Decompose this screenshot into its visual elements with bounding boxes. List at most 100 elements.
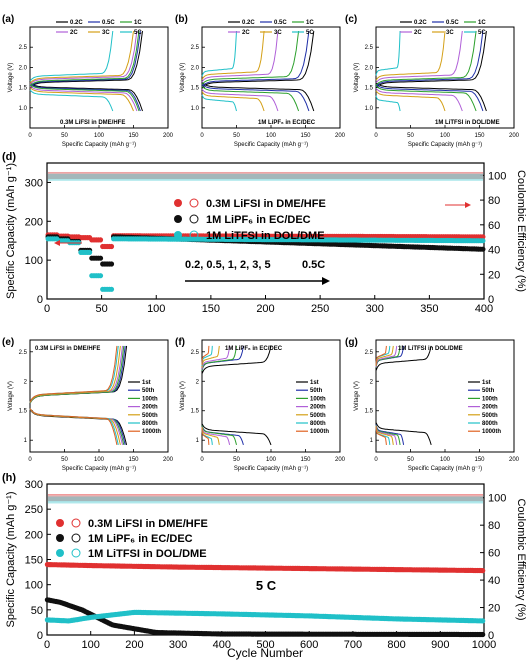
series-line-charge — [29, 30, 143, 88]
legend-marker-ce — [71, 548, 81, 558]
legend-label: 800th — [142, 421, 158, 427]
legend-label: 2C — [414, 30, 422, 36]
series-line-charge — [375, 345, 394, 366]
y2-tick-label: 60 — [488, 548, 500, 560]
x-tick-label: 0 — [44, 303, 50, 315]
series-line-discharge — [201, 83, 310, 112]
legend-label: 500th — [482, 413, 498, 419]
series-1 — [44, 597, 486, 638]
series-line-discharge — [201, 94, 237, 112]
series-line-charge — [375, 30, 487, 88]
x-tick-label: 300 — [169, 639, 187, 651]
y2-axis-label: Coulombic Efficiency (%) — [515, 498, 527, 620]
y-tick-label: 250 — [25, 504, 43, 516]
series-line-discharge — [375, 85, 477, 112]
panel-label: (g) — [345, 337, 358, 348]
rate-arrowhead — [322, 277, 330, 285]
legend-label: 1M LiTFSI in DOL/DME — [88, 548, 207, 560]
data-point — [480, 568, 486, 574]
x-tick-label: 100 — [266, 133, 277, 139]
legend-marker-ce — [71, 533, 81, 543]
series-line-discharge — [29, 83, 140, 112]
y2-axis-label: Coulombic Efficiency (%) — [515, 170, 527, 292]
y2-tick-label: 40 — [488, 575, 500, 587]
y-tick-label: 1 — [196, 438, 200, 444]
y-tick-label: 0 — [37, 294, 43, 306]
series-line-charge — [201, 30, 315, 88]
x-tick-label: 150 — [474, 457, 485, 463]
ce-band — [48, 173, 483, 181]
legend-label: 0.3M LiFSI in DME/HFE — [206, 198, 326, 210]
data-point — [87, 249, 93, 255]
series-line-charge — [29, 30, 141, 88]
y2-tick-label: 80 — [488, 195, 500, 207]
y-axis-label: Specific Capacity (mAh g⁻¹) — [5, 491, 17, 627]
legend-label: 1000th — [482, 429, 501, 435]
ce-band — [48, 495, 483, 503]
series-line-charge — [201, 345, 213, 366]
legend-label: 3C — [102, 30, 110, 36]
axis-pointer-left-head — [54, 240, 60, 246]
y-tick-label: 2.0 — [191, 65, 200, 71]
x-tick-label: 900 — [431, 639, 449, 651]
y2-tick-label: 40 — [488, 245, 500, 257]
series-line-discharge — [29, 85, 138, 112]
series-line-charge — [29, 30, 138, 85]
legend-label: 1000th — [142, 429, 161, 435]
ce-band — [48, 171, 483, 179]
series-line-discharge — [201, 427, 220, 445]
y-axis-label: Voltage (V) — [8, 63, 14, 93]
legend-marker-ce — [189, 198, 199, 208]
series-line-charge — [375, 30, 446, 81]
legend-label: 0.3M LiFSI in DME/HFE — [88, 518, 208, 530]
series-line-charge — [375, 345, 432, 371]
y2-tick-label: 100 — [488, 493, 506, 505]
series-line-charge — [375, 30, 477, 86]
panel-label: (e) — [2, 337, 14, 348]
y-tick-label: 1.5 — [19, 86, 28, 92]
y-tick-label: 2.5 — [365, 350, 374, 356]
x-tick-label: 50 — [233, 133, 240, 139]
legend-label: 0.2C — [414, 20, 427, 26]
x-tick-label: 300 — [366, 303, 384, 315]
legend-marker — [56, 519, 64, 527]
legend-marker — [174, 199, 182, 207]
legend-marker — [174, 215, 182, 223]
series-line-discharge — [201, 426, 231, 446]
legend-label: 1M LiPF₆ in EC/DEC — [206, 214, 311, 226]
x-tick-label: 0 — [200, 133, 204, 139]
legend-label: 1000th — [310, 429, 329, 435]
ce-band — [48, 172, 483, 180]
legend-label: 1st — [482, 380, 491, 386]
x-tick-label: 200 — [256, 303, 274, 315]
y-tick-label: 2.5 — [19, 350, 28, 356]
x-tick-label: 150 — [300, 133, 311, 139]
legend-label: 1st — [310, 380, 319, 386]
x-tick-label: 200 — [163, 133, 174, 139]
y2-tick-label: 20 — [488, 269, 500, 281]
y-tick-label: 2.0 — [365, 65, 374, 71]
legend-label: 200th — [142, 405, 158, 411]
legend-label: 100th — [482, 396, 498, 402]
data-point — [480, 238, 486, 244]
y-tick-label: 100 — [25, 255, 43, 267]
series-line-charge — [29, 30, 114, 82]
legend-label: 800th — [310, 421, 326, 427]
y-axis-label: Voltage (V) — [354, 63, 360, 93]
legend-label: 0.5C — [274, 20, 287, 26]
x-axis-label: Specific Capacity (mAh g⁻¹) — [408, 142, 482, 148]
series-line-discharge — [375, 424, 401, 445]
y2-tick-label: 0 — [488, 294, 494, 306]
series-line-charge — [201, 30, 310, 87]
x-tick-label: 100 — [440, 133, 451, 139]
series-line-discharge — [29, 87, 134, 112]
data-point — [480, 246, 486, 252]
series-line-discharge — [201, 91, 265, 112]
legend-label: 500th — [142, 413, 158, 419]
panel-annotation: 0.3M LiFSI in DME/HFE — [60, 120, 125, 126]
series-line-charge — [201, 30, 265, 80]
x-tick-label: 150 — [300, 457, 311, 463]
legend-label: 50th — [310, 388, 323, 394]
legend-marker-ce — [189, 230, 199, 240]
